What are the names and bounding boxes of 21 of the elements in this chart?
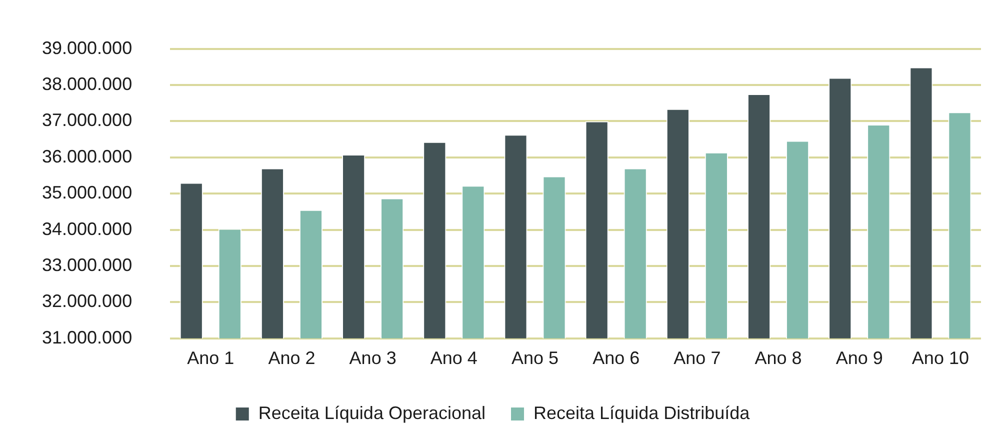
- x-tick-label: Ano 5: [511, 348, 559, 368]
- legend-label: Receita Líquida Distribuída: [534, 402, 751, 423]
- x-tick-label: Ano 10: [912, 348, 969, 368]
- legend-label: Receita Líquida Operacional: [258, 402, 486, 423]
- x-tick-label: Ano 8: [754, 348, 802, 368]
- y-tick-label: 31.000.000: [42, 327, 132, 348]
- x-tick-label: Ano 3: [349, 348, 396, 368]
- x-tick-label: Ano 2: [268, 348, 316, 368]
- y-tick-label: 33.000.000: [42, 254, 132, 275]
- x-tick-label: Ano 4: [430, 348, 478, 368]
- y-tick-label: 36.000.000: [42, 146, 132, 166]
- y-tick-label: 35.000.000: [42, 182, 132, 203]
- x-tick-label: Ano 1: [187, 348, 234, 368]
- y-tick-label: 38.000.000: [42, 74, 132, 94]
- y-tick-label: 32.000.000: [42, 291, 132, 312]
- y-tick-label: 39.000.000: [42, 38, 132, 58]
- x-tick-label: Ano 6: [592, 348, 640, 368]
- x-tick-label: Ano 7: [674, 348, 721, 368]
- y-tick-label: 34.000.000: [42, 218, 132, 239]
- y-tick-label: 37.000.000: [42, 110, 132, 130]
- x-tick-label: Ano 9: [836, 348, 883, 368]
